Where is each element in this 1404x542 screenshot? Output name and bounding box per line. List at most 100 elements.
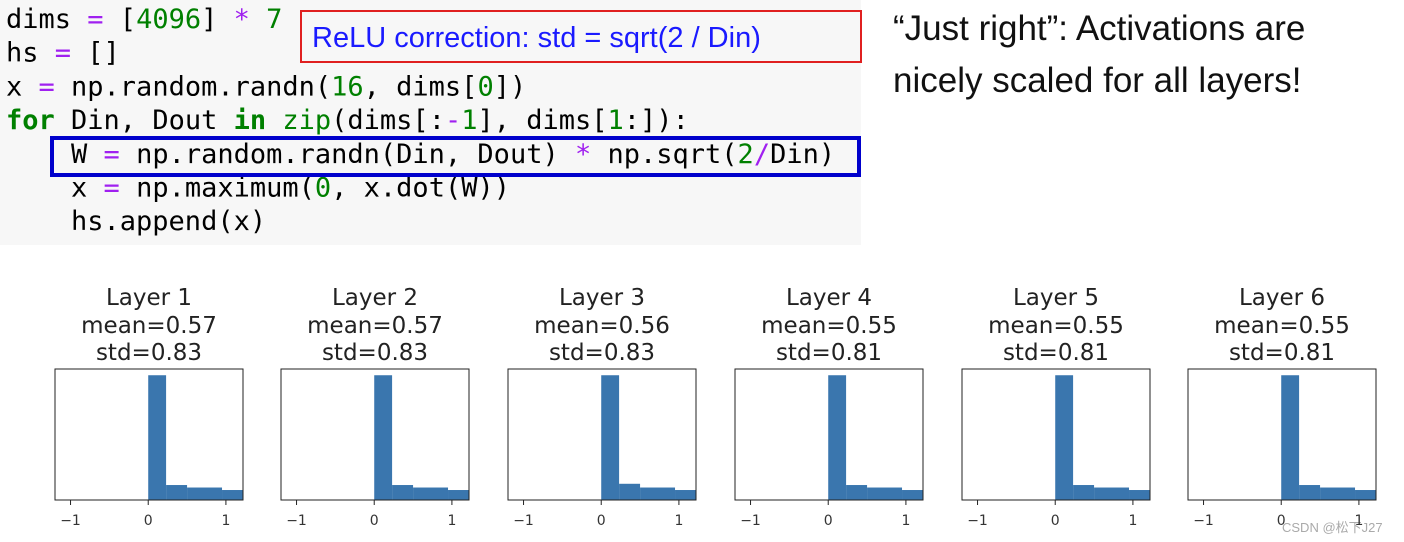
code-token: for (6, 105, 55, 136)
bar (448, 490, 469, 500)
code-token: 16 (331, 71, 364, 102)
x-tick-label: 1 (447, 513, 456, 529)
code-token: * (234, 4, 250, 35)
code-token: ]) (494, 71, 527, 102)
x-tick-label: −1 (740, 513, 761, 529)
chart-annotation: std=0.83 (96, 340, 202, 366)
code-token: 1 (608, 105, 624, 136)
code-token: hs.append(x) (6, 206, 266, 237)
chart-title: Layer 3 (559, 285, 645, 311)
plot-frame (507, 368, 697, 501)
bar (828, 375, 847, 500)
code-token: = (87, 4, 103, 35)
code-line: x = np.random.randn(16, dims[0]) (6, 71, 526, 102)
code-token: = (55, 38, 71, 69)
chart-annotation: std=0.81 (1003, 340, 1109, 366)
code-token: np.maximum( (120, 173, 315, 204)
code-token (250, 4, 266, 35)
bar (846, 485, 868, 500)
bar (187, 487, 223, 500)
bar (675, 490, 696, 500)
code-line: for Din, Dout in zip(dims[:-1], dims[1:]… (6, 105, 689, 136)
code-token: = (39, 71, 55, 102)
code-token: Din) (770, 139, 835, 170)
code-token: 0 (477, 71, 493, 102)
side-text: nicely scaled for all layers! (893, 61, 1302, 100)
bar (1094, 487, 1130, 500)
bar (1055, 375, 1074, 500)
code-token: x (6, 173, 104, 204)
code-token: 4096 (136, 4, 201, 35)
bar (902, 490, 923, 500)
x-tick-label: 0 (597, 513, 606, 529)
chart-title: Layer 1 (106, 285, 192, 311)
code-token: ], dims[ (477, 105, 607, 136)
note: ReLU correction: std = sqrt(2 / Din) (312, 22, 761, 54)
code-token: (dims[: (331, 105, 445, 136)
chart-annotation: mean=0.55 (761, 313, 897, 339)
x-tick-label: −1 (967, 513, 988, 529)
x-tick-label: 1 (221, 513, 230, 529)
x-tick-label: 1 (901, 513, 910, 529)
code-token: np.sqrt( (591, 139, 737, 170)
code-token: [] (71, 38, 120, 69)
bar (601, 375, 620, 500)
x-tick-label: 1 (1354, 513, 1363, 529)
code-token: :]): (624, 105, 689, 136)
code-token: zip (282, 105, 331, 136)
chart-annotation: std=0.83 (322, 340, 428, 366)
code-token: / (754, 139, 770, 170)
code-token: * (575, 139, 591, 170)
code-token: 2 (738, 139, 754, 170)
plot-frame (54, 368, 244, 501)
chart-annotation: mean=0.56 (534, 313, 670, 339)
bar (222, 490, 243, 500)
chart-title: Layer 6 (1239, 285, 1325, 311)
x-tick-label: 1 (1128, 513, 1137, 529)
code-token: np.random.randn( (55, 71, 331, 102)
bar (640, 487, 676, 500)
bar (867, 487, 903, 500)
highlight-box (50, 136, 861, 177)
code-token: = (104, 139, 120, 170)
code-token: hs (6, 38, 55, 69)
code-line: dims = [4096] * 7 (6, 4, 282, 35)
note-box (300, 10, 862, 63)
chart-annotation: std=0.81 (776, 340, 882, 366)
chart-annotation: std=0.81 (1229, 340, 1335, 366)
code-token: in (234, 105, 267, 136)
bar (166, 485, 188, 500)
code-token: 7 (266, 4, 282, 35)
code-token: dims (6, 4, 87, 35)
watermark: CSDN @松下J27 (1282, 520, 1383, 535)
chart-annotation: std=0.83 (549, 340, 655, 366)
chart-annotation: mean=0.55 (988, 313, 1124, 339)
code-token: - (445, 105, 461, 136)
code-token: ] (201, 4, 234, 35)
code-line: W = np.random.randn(Din, Dout) * np.sqrt… (6, 139, 835, 170)
chart-annotation: mean=0.57 (307, 313, 443, 339)
x-tick-label: 0 (824, 513, 833, 529)
chart-annotation: mean=0.55 (1214, 313, 1350, 339)
chart-title: Layer 4 (786, 285, 872, 311)
code-token: [ (104, 4, 137, 35)
plot-frame (280, 368, 470, 501)
code-token: = (104, 173, 120, 204)
code-line: x = np.maximum(0, x.dot(W)) (6, 173, 510, 204)
x-tick-label: −1 (1193, 513, 1214, 529)
plot-frame (961, 368, 1151, 501)
x-tick-label: 0 (144, 513, 153, 529)
bar (1281, 375, 1300, 500)
bar (1073, 485, 1095, 500)
code-token: x (6, 71, 39, 102)
bar (148, 375, 167, 500)
code-token (266, 105, 282, 136)
chart-title: Layer 2 (332, 285, 418, 311)
bar (413, 487, 449, 500)
code-line: hs = [] (6, 38, 120, 69)
